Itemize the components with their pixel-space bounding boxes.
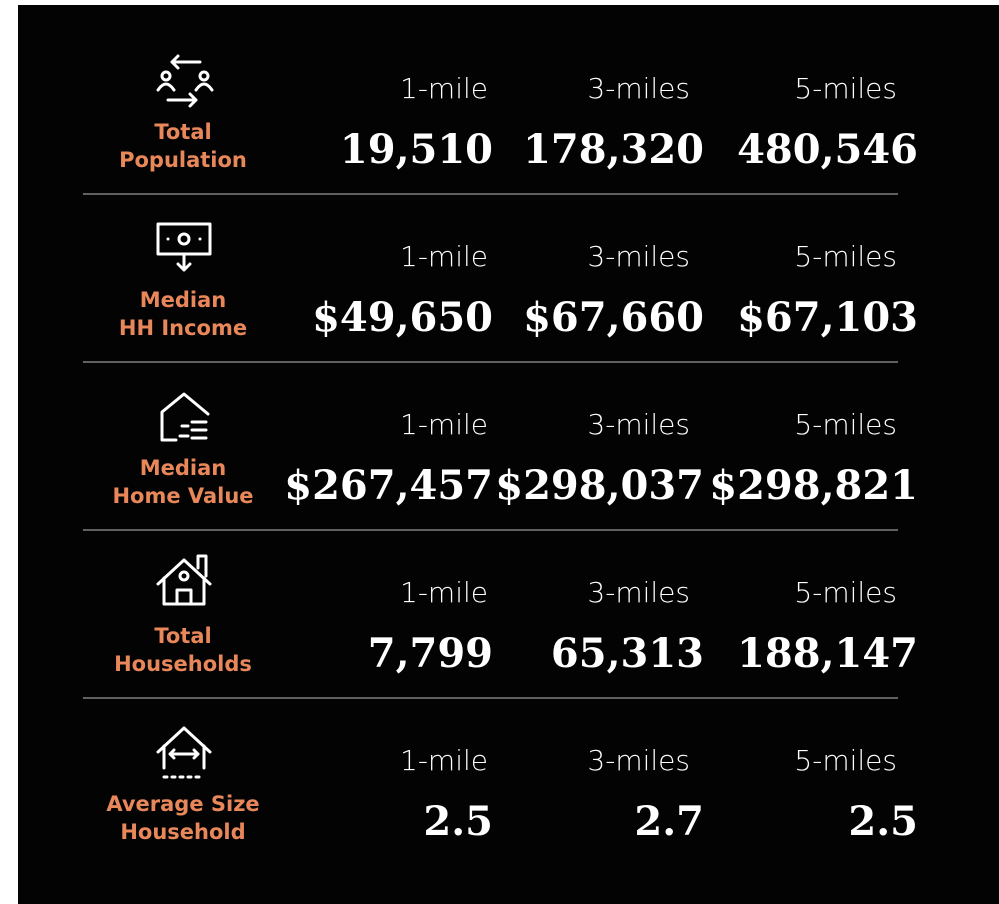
row-label: Households: [114, 652, 252, 676]
stat-value: 2.5: [848, 798, 918, 845]
row-label: Median: [140, 288, 227, 312]
column-header: 5-miles: [794, 408, 897, 441]
row-label: Household: [120, 820, 245, 844]
row-label: Total: [154, 624, 211, 648]
stat-value: 7,799: [368, 630, 493, 677]
row-label: Home Value: [112, 484, 253, 508]
row-icon: [156, 222, 212, 272]
stat-value: $67,660: [523, 294, 704, 341]
row-icon: [160, 392, 210, 442]
column-header: 1-mile: [400, 72, 488, 105]
column-header: 3-miles: [587, 576, 690, 609]
column-header: 1-mile: [400, 576, 488, 609]
column-header: 3-miles: [587, 408, 690, 441]
stat-value: $67,103: [737, 294, 918, 341]
row-label: Population: [119, 148, 247, 172]
row-label: Total: [154, 120, 211, 144]
column-header: 3-miles: [587, 240, 690, 273]
stat-value: $298,821: [709, 462, 918, 509]
stat-value: $49,650: [312, 294, 493, 341]
row-icon: [156, 726, 212, 779]
column-header: 5-miles: [794, 744, 897, 777]
column-header: 3-miles: [587, 72, 690, 105]
column-header: 1-mile: [400, 240, 488, 273]
column-header: 3-miles: [587, 744, 690, 777]
stat-value: 2.5: [423, 798, 493, 845]
column-header: 5-miles: [794, 576, 897, 609]
row-icon: [156, 54, 214, 108]
column-header: 5-miles: [794, 72, 897, 105]
stat-value: 178,320: [523, 126, 704, 173]
stat-value: $267,457: [284, 462, 493, 509]
row-label: Average Size: [106, 792, 259, 816]
column-header: 1-mile: [400, 408, 488, 441]
stat-value: 19,510: [340, 126, 493, 173]
stat-value: 188,147: [737, 630, 918, 677]
row-label: Median: [140, 456, 227, 480]
column-header: 5-miles: [794, 240, 897, 273]
row-icon: [156, 554, 212, 606]
stat-value: $298,037: [495, 462, 704, 509]
column-header: 1-mile: [400, 744, 488, 777]
stat-value: 480,546: [737, 126, 918, 173]
row-label: HH Income: [119, 316, 247, 340]
stat-value: 2.7: [634, 798, 704, 845]
stat-value: 65,313: [551, 630, 704, 677]
